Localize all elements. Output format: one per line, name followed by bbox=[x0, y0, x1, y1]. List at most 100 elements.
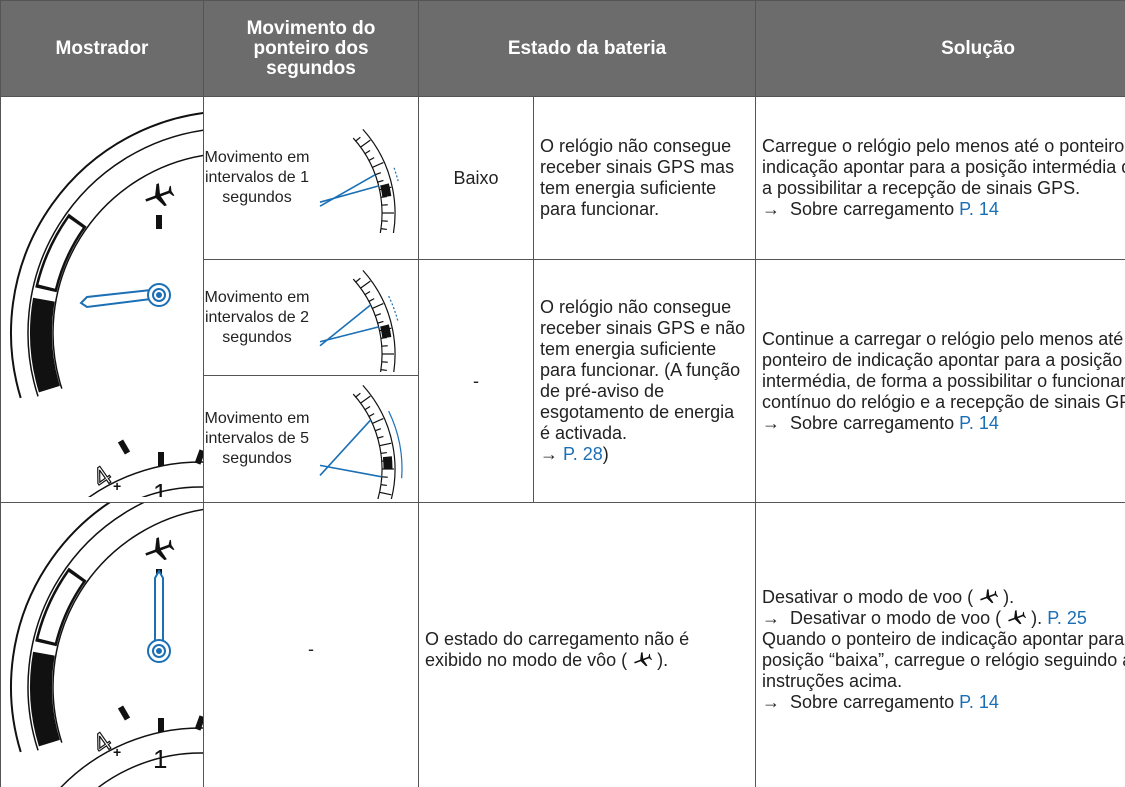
small-tick bbox=[375, 428, 382, 432]
small-tick bbox=[355, 277, 361, 282]
battery-cell: - bbox=[418, 259, 534, 503]
small-tick bbox=[377, 435, 384, 439]
dial-numeral: 1 bbox=[153, 478, 167, 497]
dial-cell: 4 +1 bbox=[0, 96, 226, 549]
ref-text: Desativar o modo de voo ( bbox=[790, 607, 1002, 628]
small-band bbox=[380, 183, 392, 198]
movement-text: Movimento em intervalos de 1 segundos bbox=[204, 149, 310, 206]
small-hand bbox=[319, 325, 379, 343]
small-tick bbox=[380, 227, 387, 231]
state-cell: O estado do carregamento não é exibido n… bbox=[417, 502, 757, 787]
solution-cell: Continue a carregar o relógio pelo menos… bbox=[755, 259, 1125, 503]
small-tick bbox=[364, 149, 371, 155]
small-arc bbox=[362, 128, 396, 233]
small-arc bbox=[362, 384, 396, 499]
small-arc bbox=[362, 269, 396, 372]
solution-cell: Desativar o modo de voo ( ). → Desativar… bbox=[755, 502, 1125, 787]
ref-text: Sobre carregamento bbox=[790, 412, 955, 433]
ref-text: Sobre carregamento bbox=[790, 691, 955, 712]
small-tick bbox=[379, 491, 392, 496]
small-tick bbox=[375, 312, 382, 316]
tick bbox=[117, 705, 131, 721]
small-tick bbox=[368, 413, 375, 417]
solution-text: Continue a carregar o relógio pelo menos… bbox=[762, 328, 1125, 412]
small-band bbox=[380, 323, 392, 338]
tick bbox=[117, 439, 131, 455]
arrow: → bbox=[540, 444, 558, 464]
solution-text: Desativar o modo de voo ( ). bbox=[762, 587, 1125, 608]
hand bbox=[147, 568, 171, 663]
solution-end: ). bbox=[1003, 586, 1015, 607]
reference: → Sobre carregamento P. 14 bbox=[762, 692, 1125, 713]
charge-band bbox=[38, 571, 83, 643]
page-link[interactable]: P. 28 bbox=[563, 444, 603, 464]
tick bbox=[194, 449, 206, 465]
arrow: → bbox=[762, 199, 781, 219]
solution-text: Carregue o relógio pelo menos até o pont… bbox=[762, 136, 1125, 198]
dial-illustration: 4+ 1 bbox=[10, 464, 226, 787]
hand-illustration bbox=[319, 384, 403, 499]
small-hand bbox=[319, 185, 379, 203]
charge-band bbox=[38, 217, 83, 289]
row: 4 +1 - O estado do carregamento não é exi… bbox=[0, 464, 1125, 787]
state-cell: O relógio não consegue receber sinais GP… bbox=[532, 259, 757, 503]
movement-cell: Movimento em intervalos de 5 segundos bbox=[203, 375, 419, 503]
page-link[interactable]: P. 14 bbox=[959, 199, 999, 219]
small-arc bbox=[352, 137, 383, 233]
plane-mark bbox=[141, 537, 175, 563]
header-cell: Solução bbox=[755, 0, 1125, 97]
movement-cell: Movimento em intervalos de 1 segundos bbox=[203, 96, 419, 260]
hand bbox=[79, 283, 171, 309]
state-end: ) bbox=[602, 444, 609, 464]
dial-arc bbox=[27, 129, 205, 397]
small-tick bbox=[364, 290, 371, 295]
movement-arrow bbox=[393, 167, 399, 182]
dial-arc bbox=[52, 508, 209, 743]
page-link[interactable]: P. 14 bbox=[959, 412, 999, 433]
dial-numeral: 1 bbox=[153, 744, 167, 774]
reference: → Sobre carregamento P. 14 bbox=[762, 199, 1125, 220]
page-link[interactable]: P. 14 bbox=[959, 691, 999, 712]
sub-arc bbox=[51, 461, 219, 533]
solution-cell: Carregue o relógio pelo menos até o pont… bbox=[755, 96, 1125, 260]
small-hand bbox=[319, 173, 376, 207]
dial-numeral: + bbox=[113, 478, 121, 494]
arrow: → bbox=[762, 412, 781, 433]
small-tick bbox=[372, 162, 384, 168]
movement-arrow bbox=[388, 295, 399, 322]
small-tick bbox=[355, 136, 361, 142]
dial-illustration: 4+ 1 bbox=[10, 110, 226, 549]
state-cell: O relógio não consegue receber sinais GP… bbox=[532, 96, 757, 260]
small-hand bbox=[319, 419, 372, 476]
tick bbox=[156, 215, 162, 229]
plane-icon bbox=[978, 589, 998, 605]
reference: → Desativar o modo de voo ( ). P. 25 bbox=[762, 608, 1125, 629]
small-tick bbox=[380, 483, 387, 487]
battery-cell: Baixo bbox=[418, 96, 534, 260]
reference: → Sobre carregamento P. 14 bbox=[762, 413, 1125, 434]
small-tick bbox=[380, 451, 387, 455]
arrow: → bbox=[762, 691, 781, 712]
state-end: ). bbox=[657, 649, 669, 670]
movement-text: Movimento em intervalos de 5 segundos bbox=[204, 410, 310, 467]
dial-cell: 4 +1 bbox=[0, 464, 226, 787]
solution-start: Desativar o modo de voo ( bbox=[762, 586, 974, 607]
hand-illustration bbox=[319, 128, 399, 233]
plane-mark bbox=[141, 183, 175, 209]
plane-icon bbox=[632, 652, 652, 668]
page-link[interactable]: P. 25 bbox=[1047, 607, 1087, 628]
header-cell: Movimento do ponteiro dos segundos bbox=[203, 0, 419, 97]
small-tick bbox=[360, 395, 371, 404]
small-tick bbox=[360, 139, 371, 148]
dial-arc bbox=[10, 110, 226, 399]
charge-band bbox=[30, 651, 60, 747]
arrow: → bbox=[762, 607, 781, 628]
dial bbox=[10, 464, 226, 753]
header-cell: Estado da bateria bbox=[417, 0, 757, 97]
small-tick bbox=[364, 405, 371, 411]
plane-icon bbox=[1006, 610, 1026, 626]
small-tick bbox=[375, 172, 382, 176]
movement-text: Movimento em intervalos de 2 segundos bbox=[204, 288, 310, 346]
